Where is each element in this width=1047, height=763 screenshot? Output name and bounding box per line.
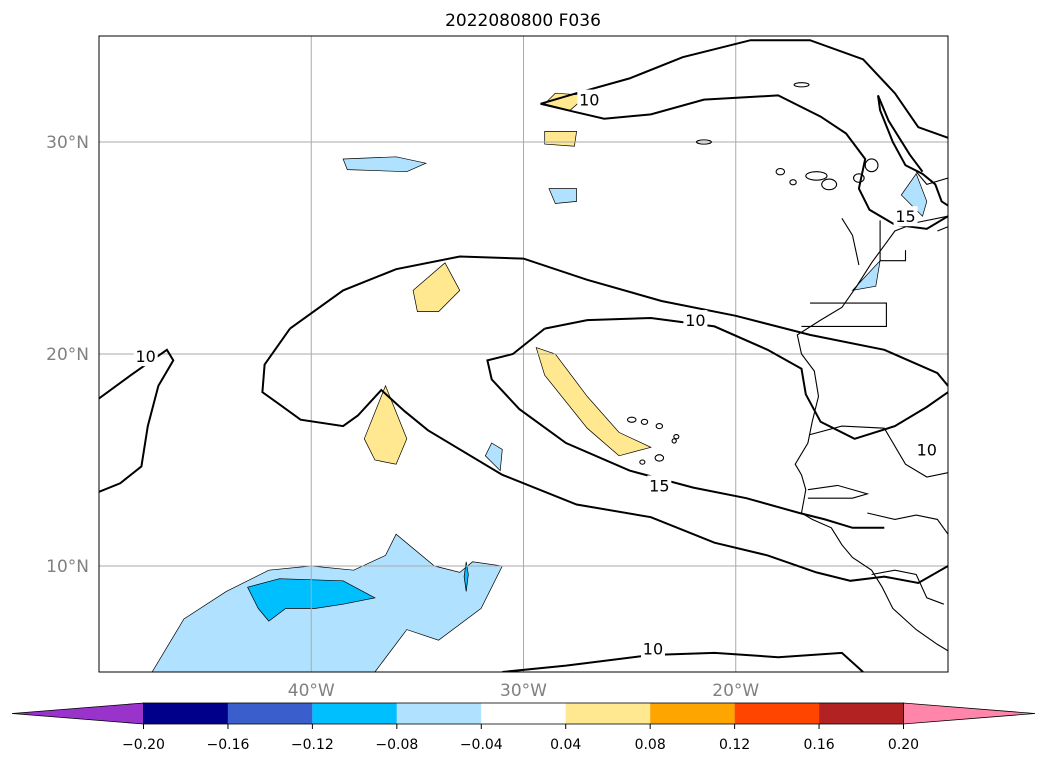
- shaded-region-north-atlantic-negative: [342, 156, 428, 173]
- coastline: [879, 220, 907, 262]
- coastline: [807, 484, 870, 499]
- colorbar-segment: [312, 703, 397, 724]
- island: [626, 416, 637, 423]
- contour-label-bg: [914, 439, 939, 460]
- colorbar-segment: [396, 703, 482, 724]
- map-frame: [98, 35, 949, 673]
- contour-line: [540, 94, 948, 230]
- shaded-region-west-atlantic-positive: [363, 384, 408, 465]
- island: [695, 139, 712, 145]
- coastlines: [626, 82, 948, 652]
- contour-label-bg: [577, 89, 602, 110]
- island: [793, 82, 810, 88]
- colorbar-tick-label: −0.16: [206, 737, 249, 753]
- lat-tick-label: 10°N: [46, 557, 89, 577]
- contour-line: [289, 255, 948, 387]
- contour-label-bg: [683, 310, 708, 331]
- shaded-region-central-atlantic-positive: [535, 347, 652, 457]
- colorbar-tick-label: −0.08: [375, 737, 418, 753]
- island: [852, 173, 865, 183]
- island: [655, 422, 664, 430]
- contour-lines: [99, 39, 948, 672]
- island: [673, 434, 680, 440]
- contour-label: 10: [136, 347, 156, 366]
- coastline: [937, 226, 948, 232]
- contour-line: [486, 327, 885, 529]
- colorbar-segment: [227, 703, 313, 724]
- colorbar-extend-min: [11, 702, 144, 725]
- colorbar-tick-label: 0.08: [635, 737, 666, 753]
- colorbar-segment: [143, 703, 228, 724]
- colorbar-segment: [650, 703, 735, 724]
- coastline: [809, 425, 948, 478]
- colorbar-tick-label: 0.12: [719, 737, 750, 753]
- shaded-region-cabo-verde-negative: [484, 442, 503, 472]
- colorbar-tick-label: −0.12: [291, 737, 334, 753]
- shaded-region-north-atlantic-positive-b: [544, 131, 578, 147]
- shaded-region-west-atlantic-positive-b: [412, 262, 461, 312]
- contour-line: [502, 651, 864, 672]
- lat-tick-label: 30°N: [46, 133, 89, 153]
- gridlines: [99, 36, 948, 672]
- colorbar-tick-label: −0.20: [122, 737, 165, 753]
- contour-label: 10: [685, 311, 705, 330]
- island: [821, 178, 838, 191]
- island: [789, 179, 797, 186]
- coastline: [867, 512, 948, 535]
- contour-line: [877, 95, 924, 173]
- island: [640, 418, 649, 425]
- contour-line: [261, 328, 948, 585]
- colorbar-tick-label: 0.16: [803, 737, 834, 753]
- coastline: [915, 171, 948, 186]
- colorbar-segment: [734, 703, 820, 724]
- colorbar-segment: [819, 703, 904, 724]
- lon-tick-label: 20°W: [712, 681, 759, 701]
- shaded-region-west-africa-negative: [900, 173, 928, 217]
- contour-line: [877, 95, 948, 207]
- coastline: [794, 215, 948, 652]
- contour-label: 10: [643, 640, 663, 659]
- colorbar-tick-label: 0.20: [888, 737, 919, 753]
- coastline: [841, 218, 860, 266]
- lat-tick-label: 20°N: [46, 345, 89, 365]
- lon-tick-label: 40°W: [288, 681, 335, 701]
- shaded-region-north-atlantic-negative-b: [548, 188, 577, 204]
- island: [654, 454, 665, 462]
- island: [864, 158, 879, 173]
- colorbar-segment: [565, 703, 651, 724]
- colorbar-segment: [481, 703, 566, 724]
- contour-label-bg: [640, 638, 665, 659]
- longitude-tick-labels: 40°W 30°W 20°W: [288, 681, 760, 701]
- contour-line: [540, 39, 948, 139]
- colorbar: −0.20 −0.16 −0.12 −0.08 −0.04 0.04 0.08 0.12 0.1…: [11, 702, 1036, 753]
- contour-labels: 10 10 10 10 10 15 15: [133, 89, 939, 659]
- contour-label: 15: [895, 207, 915, 226]
- contour-label-bg: [893, 206, 918, 227]
- contour-label: 15: [649, 476, 669, 495]
- island: [639, 459, 646, 465]
- contour-line: [99, 348, 175, 493]
- island: [671, 438, 677, 444]
- contour-label: 10: [917, 440, 937, 459]
- map-panel: 10 10 10 10 10 15 15: [98, 35, 949, 673]
- island: [805, 171, 828, 181]
- lon-tick-label: 30°W: [500, 681, 547, 701]
- contour-label-bg: [133, 346, 158, 367]
- colorbar-frame: [143, 702, 904, 725]
- contour-label: 10: [579, 91, 599, 110]
- island: [775, 167, 786, 176]
- contour-label-bg: [647, 475, 672, 496]
- shaded-region-tropical-atlantic-core-b: [463, 561, 469, 592]
- coastline: [871, 569, 944, 605]
- colorbar-extend-max: [903, 702, 1036, 725]
- coastline: [801, 302, 887, 327]
- contour-line: [544, 316, 948, 440]
- colorbar-tick-label: 0.04: [550, 737, 581, 753]
- latitude-tick-labels: 30°N 20°N 10°N: [46, 133, 89, 577]
- colorbar-tick-label: −0.04: [460, 737, 503, 753]
- chart-title: 2022080800 F036: [445, 11, 601, 31]
